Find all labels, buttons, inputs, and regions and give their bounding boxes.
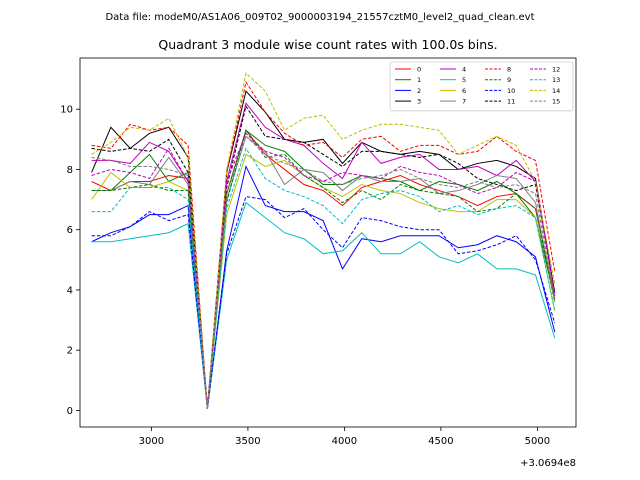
series-line-13 (91, 147, 556, 409)
legend-label-2: 2 (417, 87, 421, 95)
series-line-2 (91, 164, 556, 409)
plot-area-background (80, 58, 576, 427)
legend-label-13: 13 (552, 76, 560, 84)
legend-label-11: 11 (507, 98, 515, 106)
legend-label-10: 10 (507, 87, 515, 95)
legend-label-12: 12 (552, 65, 560, 73)
y-tick-label-0: 0 (67, 406, 73, 417)
series-line-8 (91, 80, 556, 409)
y-tick-label-2: 2 (67, 346, 73, 357)
x-axis-offset-label: +3.0694e8 (520, 458, 576, 469)
y-tick-label-8: 8 (67, 165, 73, 176)
legend-label-4: 4 (462, 65, 466, 73)
data-file-suptitle: Data file: modeM0/AS1A06_009T02_90000031… (105, 12, 534, 23)
legend-label-6: 6 (462, 87, 466, 95)
series-line-10 (91, 196, 556, 409)
x-tick-label-3000: 3000 (139, 436, 164, 447)
series-line-7 (91, 135, 556, 409)
plot-frame (79, 57, 577, 428)
series-line-4 (91, 102, 556, 409)
legend-label-1: 1 (417, 76, 421, 84)
y-tick-label-6: 6 (67, 225, 73, 236)
series-line-15 (91, 135, 556, 409)
y-axis: 0 2 4 6 8 10 (60, 105, 80, 417)
legend-label-14: 14 (552, 87, 560, 95)
series-layer (91, 72, 556, 409)
legend-box (389, 61, 574, 112)
series-line-14 (91, 72, 556, 409)
y-tick-label-4: 4 (67, 285, 73, 296)
legend-label-0: 0 (417, 65, 421, 73)
series-line-5 (91, 201, 556, 409)
series-line-12 (91, 132, 556, 409)
x-tick-label-4000: 4000 (332, 436, 357, 447)
chart-title: Quadrant 3 module wise count rates with … (158, 37, 497, 52)
legend-label-5: 5 (462, 76, 466, 84)
x-axis: 3000 3500 4000 4500 5000 (139, 427, 550, 447)
legend-label-9: 9 (507, 76, 511, 84)
x-tick-label-3500: 3500 (235, 436, 260, 447)
x-tick-label-4500: 4500 (428, 436, 453, 447)
legend-label-3: 3 (417, 98, 421, 106)
series-line-11 (91, 104, 556, 409)
legend-label-8: 8 (507, 65, 511, 73)
legend-label-7: 7 (462, 98, 466, 106)
series-line-9 (91, 129, 556, 409)
series-line-0 (91, 129, 556, 408)
y-tick-label-10: 10 (60, 105, 73, 116)
legend-label-15: 15 (552, 98, 560, 106)
x-tick-label-5000: 5000 (525, 436, 550, 447)
